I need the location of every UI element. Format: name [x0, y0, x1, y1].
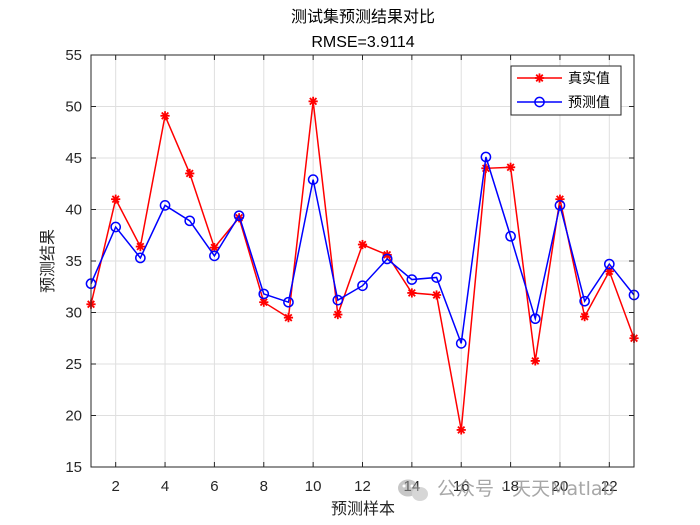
watermark: 公众号 · 天天Matlab	[398, 478, 615, 501]
y-tick-label: 40	[65, 202, 82, 219]
x-tick-label: 20	[552, 478, 569, 495]
legend: 真实值 预测值	[510, 65, 622, 116]
x-axis-title: 预测样本	[331, 499, 395, 518]
data-point	[307, 174, 319, 185]
data-point	[160, 111, 170, 121]
x-tick-label: 4	[161, 478, 169, 495]
data-point	[530, 356, 540, 366]
data-point	[258, 288, 270, 300]
legend-label-predicted: 预测值	[568, 95, 610, 111]
data-point	[431, 290, 442, 300]
y-axis-title: 预测结果	[38, 229, 57, 293]
data-point	[259, 297, 269, 307]
data-point	[529, 313, 541, 325]
x-tick-label: 22	[601, 478, 618, 495]
series-layer	[85, 96, 640, 435]
data-point	[308, 96, 318, 106]
legend-marker	[534, 96, 545, 108]
chart-title: 测试集预测结果对比	[291, 7, 435, 26]
data-point	[505, 162, 516, 172]
legend-marker	[534, 73, 545, 83]
x-tick-label: 18	[502, 478, 519, 495]
y-tick-label: 30	[65, 305, 82, 322]
data-point	[604, 266, 614, 276]
data-point	[185, 168, 195, 179]
y-tick-label: 15	[65, 459, 82, 476]
data-point	[233, 210, 245, 222]
data-point	[135, 241, 145, 252]
x-tick-label: 16	[453, 478, 470, 495]
data-point	[603, 258, 615, 270]
data-point	[111, 194, 121, 204]
y-tick-label: 35	[65, 253, 82, 270]
series-predicted	[85, 151, 640, 349]
x-tick-label: 6	[210, 478, 218, 495]
legend-box	[510, 65, 622, 116]
data-point	[357, 280, 368, 292]
data-point	[407, 288, 417, 298]
data-point	[381, 253, 393, 265]
chart-subtitle: RMSE=3.9114	[311, 34, 414, 51]
watermark-text: 公众号 · 天天Matlab	[437, 478, 615, 500]
data-point	[184, 215, 196, 227]
x-tick-label: 12	[354, 478, 371, 495]
data-point	[480, 151, 492, 163]
data-point	[554, 200, 566, 211]
data-point	[283, 313, 294, 323]
y-tick-label: 55	[65, 47, 82, 64]
legend-marker-actual	[534, 73, 545, 83]
data-point	[209, 250, 220, 262]
y-tick-label: 50	[65, 99, 82, 116]
data-point	[333, 309, 343, 320]
x-tick-label: 8	[260, 478, 268, 495]
y-tick-label: 45	[65, 150, 82, 167]
x-tick-label: 2	[112, 478, 120, 495]
legend-item-predicted: 预测值	[517, 95, 610, 111]
legend-label-actual: 真实值	[568, 71, 610, 87]
data-point	[406, 274, 418, 285]
legend-marker-predicted	[534, 96, 545, 108]
data-point	[283, 296, 294, 308]
data-point	[357, 239, 368, 250]
data-point	[110, 221, 122, 233]
wechat-icon	[398, 479, 428, 501]
data-point	[135, 252, 146, 264]
data-point	[505, 230, 516, 242]
data-point	[332, 294, 344, 306]
y-tick-label: 20	[65, 408, 82, 425]
series-line	[90, 156, 635, 344]
data-point	[159, 200, 171, 211]
data-point	[579, 295, 590, 307]
data-point	[580, 312, 590, 322]
legend-item-actual: 真实值	[517, 71, 610, 87]
data-point	[431, 272, 442, 283]
data-point	[455, 338, 467, 349]
x-tick-label: 10	[305, 478, 322, 495]
data-point	[456, 425, 466, 435]
y-tick-label: 25	[65, 356, 82, 373]
